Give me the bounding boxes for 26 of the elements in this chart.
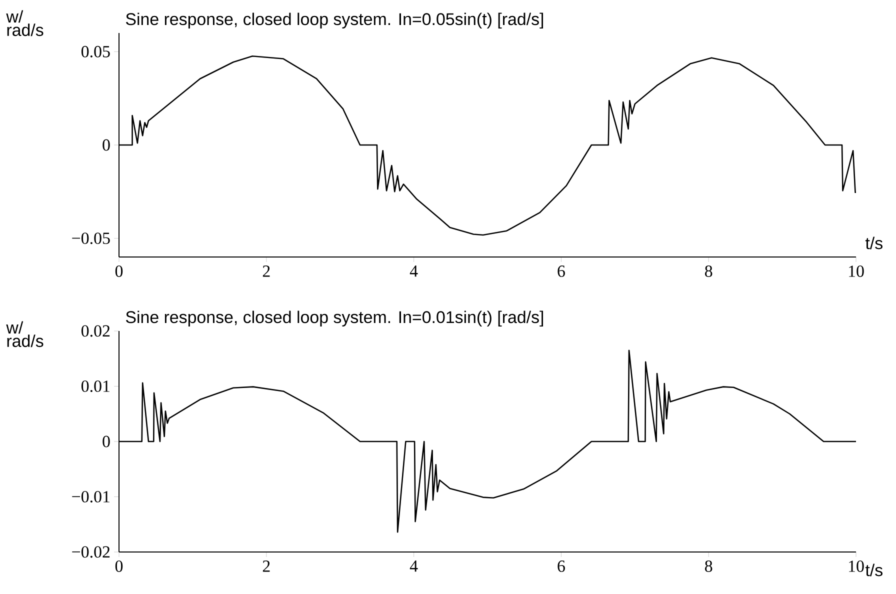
y-tick-label: 0.05 bbox=[81, 46, 110, 58]
y-tick-label: −0.01 bbox=[72, 490, 110, 502]
y-tick-label: −0.02 bbox=[72, 546, 110, 558]
y-tick-label: 0.02 bbox=[81, 325, 110, 337]
x-tick-label: 6 bbox=[558, 560, 565, 572]
x-tick-label: 4 bbox=[410, 560, 418, 572]
x-tick-label: 6 bbox=[558, 266, 565, 277]
y-tick-label: 0.01 bbox=[81, 380, 110, 392]
y-tick-label: 0 bbox=[102, 139, 110, 151]
x-tick-label: 8 bbox=[705, 560, 712, 572]
x-tick-label: 8 bbox=[705, 266, 712, 277]
y-tick-label: −0.05 bbox=[72, 232, 110, 244]
x-axis-title: t/s bbox=[865, 564, 882, 576]
y-tick-label: 0 bbox=[102, 436, 110, 448]
x-tick-label: 0 bbox=[115, 266, 123, 277]
x-tick-label: 0 bbox=[115, 560, 123, 572]
chart-title: Sine response, closed loop system. In=0.05sin(t) [rad/s] bbox=[126, 12, 544, 29]
x-tick-label: 4 bbox=[410, 266, 418, 277]
x-tick-label: 10 bbox=[849, 560, 864, 572]
y-axis-title: w/ rad/s bbox=[6, 321, 44, 348]
y-axis-title: w/ rad/s bbox=[6, 10, 44, 36]
x-tick-label: 2 bbox=[262, 266, 270, 277]
chart-title: Sine response, closed loop system. In=0.01sin(t) [rad/s] bbox=[126, 310, 544, 327]
x-tick-label: 2 bbox=[262, 560, 270, 572]
x-tick-label: 10 bbox=[849, 266, 864, 277]
x-axis-title: t/s bbox=[865, 236, 882, 250]
